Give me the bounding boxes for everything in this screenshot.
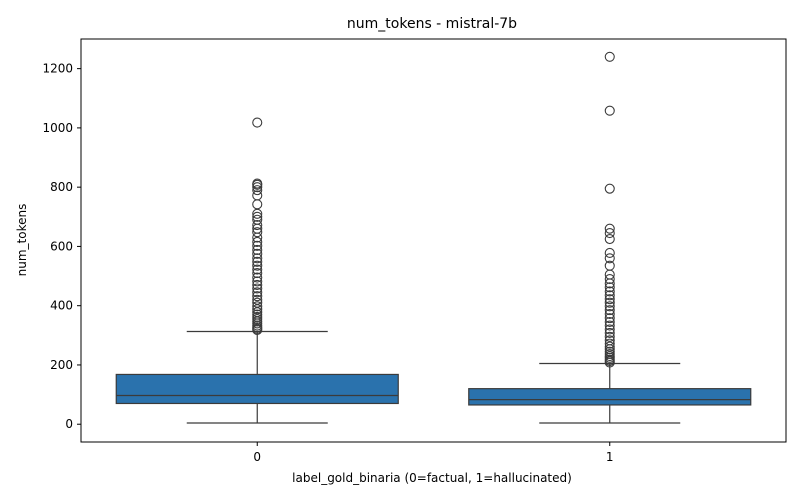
outlier-point [604,301,615,312]
outlier-point [604,338,615,349]
outlier-point [604,341,615,352]
y-tick-label: 600 [50,239,73,253]
plot-area [80,38,787,443]
outlier-point [604,290,615,301]
outlier-point [252,264,263,275]
outlier-point [604,51,615,62]
outlier-point [252,236,263,248]
box-group-0 [115,117,399,424]
y-tick-label: 800 [50,180,73,194]
outlier-point [604,316,615,328]
outlier-point [252,256,263,267]
outlier-point [604,327,615,339]
outlier-point [604,308,615,320]
outlier-point [252,287,263,298]
y-tick-label: 200 [50,358,73,372]
outlier-point [604,233,615,245]
iqr-box [468,388,752,406]
outlier-point [252,211,263,222]
outlier-point [604,282,615,293]
outlier-point [252,248,263,259]
outlier-point [604,331,615,342]
outlier-point [252,260,263,271]
outlier-point [252,297,263,308]
outlier-point [604,346,615,357]
outlier-point [252,185,263,196]
outlier-point [252,272,263,283]
outlier-point [252,220,263,231]
box-group-1 [468,51,752,424]
y-tick-label: 1000 [42,121,73,135]
outlier-point [252,199,263,210]
x-tick-label: 1 [606,450,614,464]
y-tick-label: 1200 [42,62,73,76]
outlier-point [252,294,263,305]
y-tick-label: 0 [65,417,73,431]
iqr-box [115,373,399,405]
outlier-point [604,324,615,335]
outlier-point [604,253,615,264]
outlier-point [604,273,615,285]
outlier-point [252,309,263,320]
outlier-point [604,260,615,271]
outlier-point [252,240,263,251]
x-tick-label: 0 [253,450,261,464]
plot-frame [80,38,787,443]
outlier-point [252,279,263,290]
outlier-point [252,311,263,323]
outlier-point [604,335,615,346]
outlier-point [252,178,263,189]
y-tick-label: 400 [50,299,73,313]
outlier-point [252,291,263,302]
outlier-point [604,348,615,360]
outlier-point [604,223,615,234]
outlier-point [252,182,263,193]
outlier-point [252,283,263,294]
outlier-point [604,294,615,305]
chart-title: num_tokens - mistral-7b [347,16,517,32]
outlier-point [604,297,615,308]
outlier-point [604,228,615,239]
outlier-point [252,227,263,238]
x-axis-label: label_gold_binaria (0=factual, 1=halluci… [292,471,572,485]
outlier-point [252,117,263,128]
outlier-point [252,301,263,312]
outlier-point [604,320,615,331]
outlier-point [604,183,615,194]
outlier-point [604,286,615,297]
outlier-point [252,253,263,264]
outlier-point [252,276,263,287]
outlier-point [604,313,615,324]
y-axis: 0 200 400 600 800 1000 1200 [42,62,81,431]
outlier-point [252,190,263,201]
outlier-point [252,244,263,256]
outlier-point [604,305,615,316]
outlier-point [252,268,263,279]
y-axis-label: num_tokens [15,204,29,277]
outlier-point [604,247,615,258]
outlier-point [604,105,615,116]
outlier-point [252,214,263,225]
